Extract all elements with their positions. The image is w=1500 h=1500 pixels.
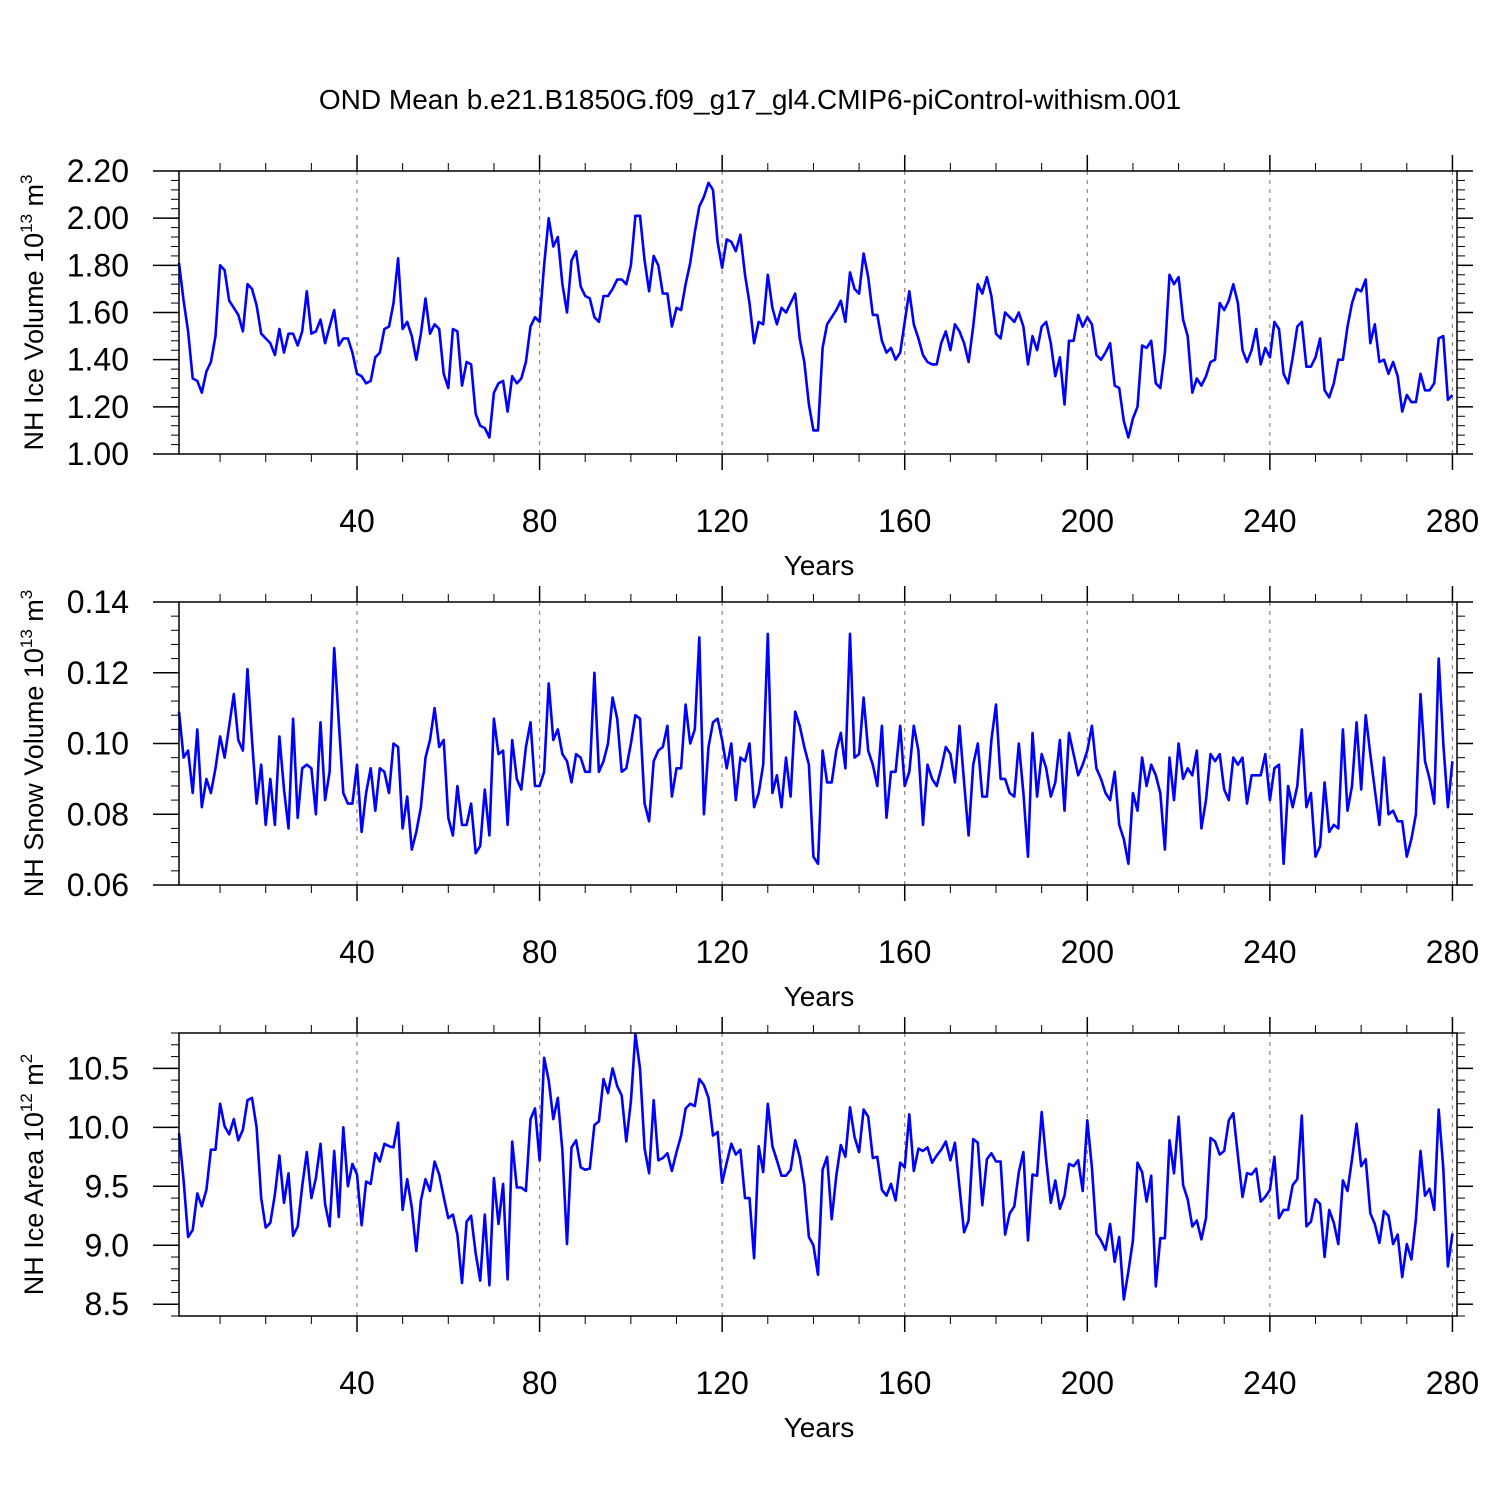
x-tick-label: 160 — [878, 503, 931, 539]
y-tick-label: 1.40 — [67, 342, 129, 378]
y-tick-label: 0.06 — [67, 867, 129, 903]
y-tick-label: 1.00 — [67, 436, 129, 472]
x-tick-label: 280 — [1426, 934, 1479, 970]
x-tick-label: 40 — [339, 1365, 375, 1401]
y-tick-label: 0.10 — [67, 726, 129, 762]
y-tick-label: 10.5 — [67, 1050, 129, 1086]
y-tick-label: 9.5 — [85, 1168, 129, 1204]
x-tick-label: 240 — [1243, 934, 1296, 970]
x-tick-label: 280 — [1426, 503, 1479, 539]
series-line — [177, 632, 1454, 866]
x-tick-label: 120 — [695, 503, 748, 539]
series-line — [177, 181, 1454, 439]
x-tick-label: 200 — [1061, 503, 1114, 539]
plot-frame — [178, 601, 1458, 886]
series-line — [177, 1032, 1454, 1301]
x-tick-label: 80 — [522, 503, 558, 539]
x-tick-label: 40 — [339, 934, 375, 970]
plot-frame — [178, 170, 1458, 455]
y-tick-label: 0.12 — [67, 655, 129, 691]
x-tick-label: 120 — [695, 934, 748, 970]
y-tick-label: 2.00 — [67, 200, 129, 236]
y-tick-label: 1.80 — [67, 247, 129, 283]
x-axis-label: Years — [784, 981, 855, 1012]
y-axis-label: NH Snow Volume 1013 m3 — [17, 590, 49, 898]
x-axis-label: Years — [784, 550, 855, 581]
x-tick-label: 80 — [522, 934, 558, 970]
x-tick-label: 120 — [695, 1365, 748, 1401]
x-tick-label: 80 — [522, 1365, 558, 1401]
y-tick-label: 10.0 — [67, 1109, 129, 1145]
x-tick-label: 40 — [339, 503, 375, 539]
x-tick-label: 280 — [1426, 1365, 1479, 1401]
x-tick-label: 200 — [1061, 1365, 1114, 1401]
y-tick-label: 1.60 — [67, 295, 129, 331]
x-tick-label: 200 — [1061, 934, 1114, 970]
x-tick-label: 160 — [878, 934, 931, 970]
figure-title: OND Mean b.e21.B1850G.f09_g17_gl4.CMIP6-… — [319, 84, 1181, 115]
x-tick-label: 240 — [1243, 503, 1296, 539]
plot-frame — [178, 1032, 1458, 1317]
y-tick-label: 0.08 — [67, 796, 129, 832]
chart-panel-3: 40 80 120 160 200 240 280 8.5 9.0 9.5 10.0 10.5 Year… — [17, 1017, 1479, 1443]
y-tick-label: 9.0 — [85, 1227, 129, 1263]
chart-panel-1: 40 80 120 160 200 240 280 1.00 1.20 1.40 1.60 1.80 2… — [17, 153, 1479, 581]
y-tick-label: 1.20 — [67, 389, 129, 425]
y-tick-label: 0.14 — [67, 584, 129, 620]
panels: 40 80 120 160 200 240 280 1.00 1.20 1.40 1.60 1.80 2… — [17, 153, 1479, 1443]
x-axis-label: Years — [784, 1412, 855, 1443]
y-tick-label: 2.20 — [67, 153, 129, 189]
chart-panel-2: 40 80 120 160 200 240 280 0.06 0.08 0.10 0.12 0.14 Y… — [17, 584, 1479, 1012]
y-tick-label: 8.5 — [85, 1286, 129, 1322]
y-axis-label: NH Ice Volume 1013 m3 — [17, 175, 49, 451]
y-axis-label: NH Ice Area 1012 m2 — [17, 1054, 49, 1295]
x-tick-label: 240 — [1243, 1365, 1296, 1401]
x-tick-label: 160 — [878, 1365, 931, 1401]
